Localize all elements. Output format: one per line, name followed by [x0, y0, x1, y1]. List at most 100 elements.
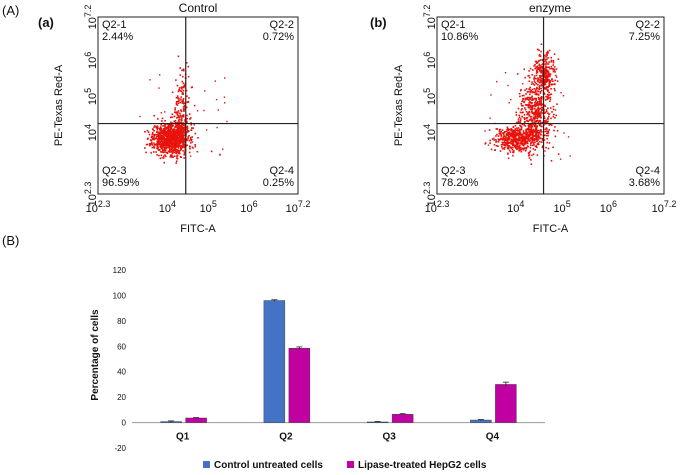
scatter-point: [528, 88, 530, 90]
quadrant-percent: 96.59%: [102, 177, 140, 189]
scatter-point: [188, 97, 190, 99]
scatter-point: [521, 143, 523, 145]
scatter-point: [184, 105, 186, 107]
scatter-point: [541, 112, 544, 114]
scatter-point: [180, 128, 183, 130]
scatter-point: [219, 153, 221, 155]
scatter-point: [507, 84, 509, 87]
scatter-point: [185, 62, 188, 64]
scatter-point: [547, 117, 549, 119]
scatter-point: [178, 122, 180, 124]
scatter-point: [165, 126, 168, 129]
scatter-point: [538, 88, 541, 91]
scatter-point: [168, 125, 170, 127]
scatter-point: [526, 98, 528, 101]
scatter-point: [498, 130, 501, 132]
scatter-point: [162, 144, 164, 147]
scatter-point: [513, 138, 515, 140]
scatter-point: [508, 137, 511, 139]
scatter-point: [531, 104, 533, 107]
scatter-point: [517, 141, 520, 144]
scatter-point: [533, 121, 535, 124]
scatter-point: [546, 66, 548, 69]
scatter-point: [537, 80, 539, 83]
scatter-point: [529, 119, 531, 121]
scatter-point: [497, 135, 500, 137]
scatter-point: [545, 134, 548, 137]
scatter-point: [186, 117, 188, 120]
scatter-point: [182, 126, 185, 129]
scatter-point: [162, 130, 164, 133]
scatter-point: [550, 107, 552, 109]
scatter-point: [541, 106, 544, 109]
scatter-point: [539, 103, 541, 106]
scatter-point: [529, 100, 531, 103]
scatter-point: [184, 126, 186, 128]
scatter-point: [553, 53, 556, 55]
scatter-point: [531, 102, 533, 104]
scatter-point: [527, 137, 530, 139]
scatter-point: [508, 131, 511, 133]
scatter-point: [177, 132, 180, 134]
scatter-point: [511, 133, 514, 135]
scatter-point: [177, 140, 180, 143]
scatter-point: [530, 128, 532, 130]
scatter-point: [500, 138, 503, 140]
scatter-point: [531, 81, 533, 83]
scatter-point: [533, 88, 536, 90]
scatter-point: [507, 141, 510, 143]
scatter-point: [535, 110, 537, 113]
scatter-point: [536, 66, 539, 69]
scatter-point: [544, 99, 547, 101]
scatter-point: [505, 136, 507, 138]
scatter-point: [503, 148, 506, 150]
scatter-point: [507, 132, 509, 135]
scatter-point: [545, 72, 548, 75]
scatter-point: [182, 133, 184, 136]
scatter-point: [159, 74, 161, 76]
scatter-point: [540, 113, 542, 115]
scatter-point: [160, 129, 163, 131]
scatter-point: [517, 139, 519, 141]
scatter-point: [529, 67, 532, 70]
scatter-point: [173, 141, 176, 143]
scatter-point: [534, 102, 536, 104]
scatter-point: [525, 104, 527, 106]
scatter-point: [505, 138, 508, 140]
y-axis-label: PE-Texas Red-A: [53, 64, 65, 146]
scatter-point: [545, 119, 547, 122]
scatter-point: [184, 151, 186, 153]
scatter-point: [161, 149, 164, 152]
scatter-point: [520, 104, 523, 107]
scatter-point: [176, 136, 178, 138]
scatter-point: [186, 128, 189, 130]
scatter-point: [537, 135, 539, 138]
scatter-point: [158, 87, 160, 89]
scatter-point: [183, 137, 185, 140]
scatter-point: [559, 158, 562, 160]
scatter-point: [506, 142, 509, 145]
scatter-point: [164, 126, 166, 128]
scatter-point: [175, 152, 177, 154]
scatter-point: [153, 142, 155, 144]
y-tick-label: 60: [117, 342, 126, 351]
scatter-point: [177, 90, 180, 93]
scatter-point: [177, 55, 180, 58]
scatter-point: [163, 128, 165, 130]
scatter-point: [222, 148, 224, 150]
scatter-point: [166, 144, 168, 146]
subplot-label: (b): [370, 15, 387, 30]
scatter-point: [537, 94, 540, 96]
scatter-point: [527, 131, 530, 133]
scatter-point: [528, 114, 531, 116]
scatter-point: [537, 106, 540, 108]
scatter-point: [542, 70, 544, 72]
scatter-point: [149, 142, 151, 145]
scatter-point: [188, 139, 191, 142]
scatter-point: [540, 50, 542, 53]
scatter-point: [179, 138, 181, 140]
scatter-point: [517, 145, 520, 148]
scatter-point: [176, 130, 178, 132]
scatter-point: [546, 74, 548, 77]
scatter-point: [533, 138, 535, 141]
